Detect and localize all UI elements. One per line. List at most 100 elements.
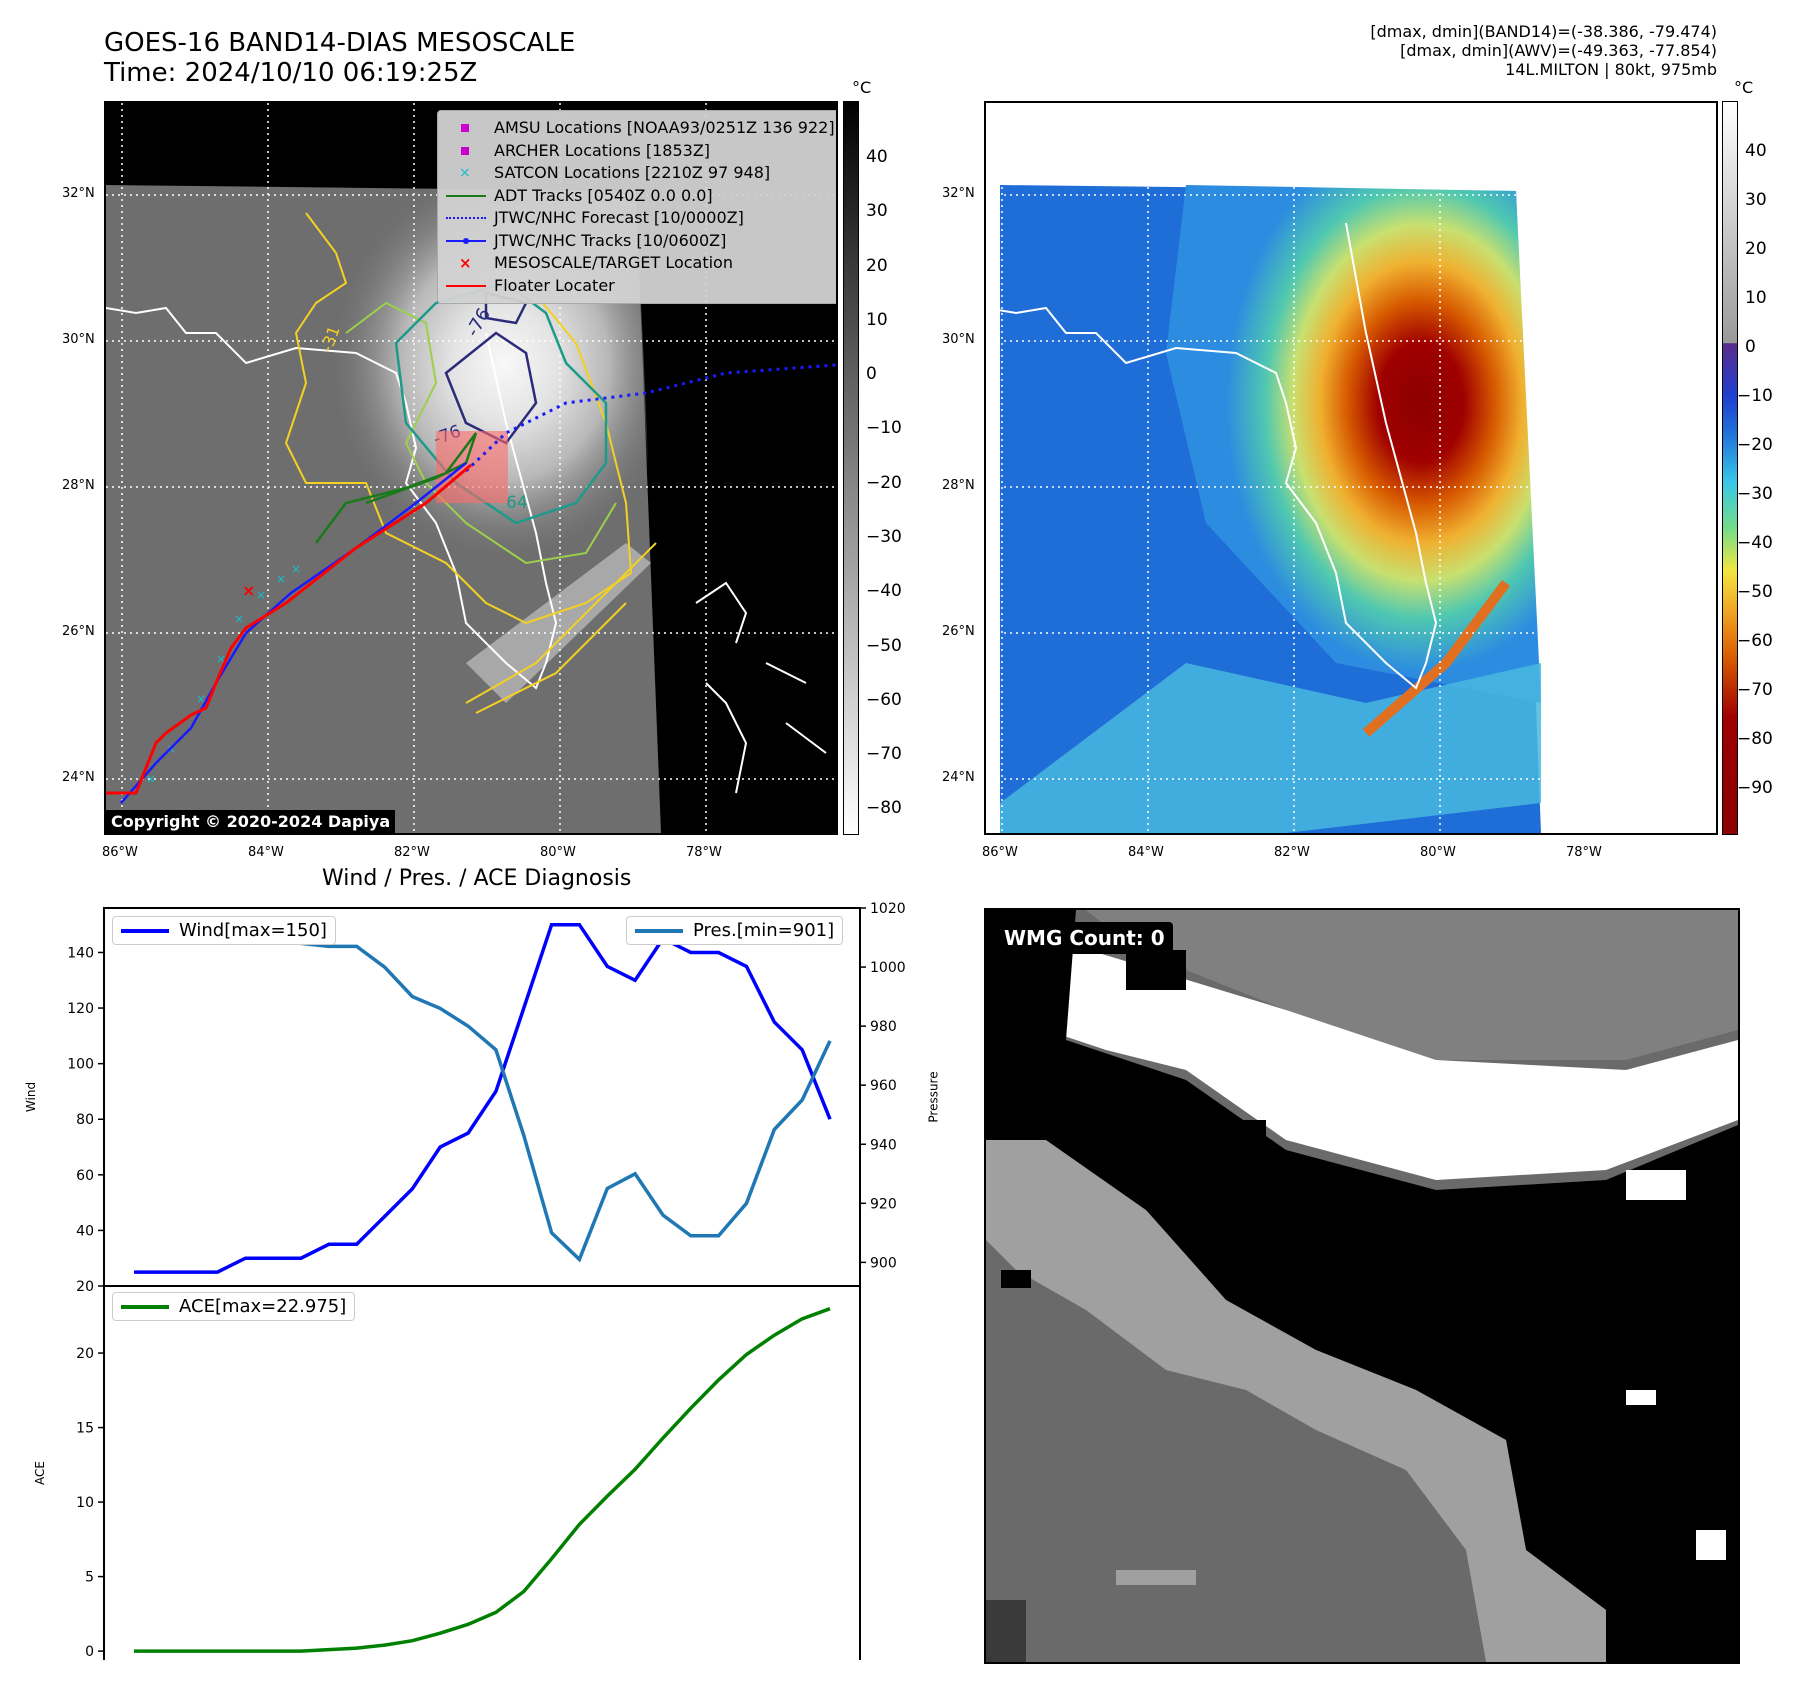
legend-item-archer: ARCHER Locations [1853Z] <box>446 140 835 163</box>
ace-legend-label: ACE[max=22.975] <box>179 1296 347 1317</box>
x-marker-icon: × <box>459 254 472 273</box>
svg-text:×: × <box>216 652 226 666</box>
info-line-3: 14L.MILTON | 80kt, 975mb <box>1505 60 1717 79</box>
ace-axis: 0 5 10 15 20 <box>76 1346 104 1660</box>
wind-axis: 20 40 60 80 100 120 140 <box>67 945 104 1295</box>
ir-rainband <box>466 543 651 703</box>
line-icon <box>446 279 486 293</box>
copyright-label: Copyright © 2020-2024 Dapiya <box>106 810 396 833</box>
legend-item-adt: ADT Tracks [0540Z 0.0 0.0] <box>446 185 835 208</box>
pressure-tick-label: 900 <box>870 1255 897 1271</box>
wind-axis-label: Wind <box>24 1081 39 1113</box>
wv-colorbar <box>1722 101 1738 835</box>
ace-tick-label: 20 <box>76 1346 94 1362</box>
svg-text:×: × <box>234 612 244 626</box>
contour-label-4: 64 <box>506 493 528 513</box>
wmg-lightgray-band <box>986 1140 1606 1662</box>
wmg-pixel-1 <box>1126 950 1186 990</box>
pressure-tick-label: 980 <box>870 1019 897 1035</box>
ir-colorbar-unit: °C <box>852 78 872 97</box>
wmg-pixel-5 <box>1116 1570 1196 1585</box>
pressure-tick-label: 920 <box>870 1196 897 1212</box>
title-line-2: Time: 2024/10/10 06:19:25Z <box>104 58 478 88</box>
ace-tick-label: 10 <box>76 1495 94 1511</box>
wind-tick-label: 120 <box>67 1001 94 1017</box>
floater-track <box>106 463 472 795</box>
info-line-1: [dmax, dmin](BAND14)=(-38.386, -79.474) <box>1370 22 1717 41</box>
wmg-count-badge: WMG Count: 0 <box>996 922 1173 954</box>
wv-colorbar-unit: °C <box>1734 78 1754 97</box>
ir-coastline <box>106 306 558 690</box>
ir-map-legend: AMSU Locations [NOAA93/0251Z 136 922] AR… <box>437 110 836 304</box>
pressure-tick-label: 940 <box>870 1137 897 1153</box>
wmg-svg <box>986 910 1738 1662</box>
pressure-tick-label: 960 <box>870 1078 897 1094</box>
dotted-line-icon <box>446 211 486 225</box>
wind-legend: Wind[max=150] <box>112 916 336 945</box>
ir-rainband-contour <box>465 542 657 714</box>
svg-text:×: × <box>276 572 286 586</box>
mesoscale-target-marker: × <box>242 581 255 600</box>
wind-tick-label: 40 <box>76 1223 94 1239</box>
wind-tick-label: 80 <box>76 1112 94 1128</box>
wind-tick-label: 100 <box>67 1057 94 1073</box>
pressure-legend-label: Pres.[min=901] <box>693 920 835 941</box>
ace-legend-line <box>121 1304 169 1309</box>
ace-plot-frame <box>103 1285 861 1660</box>
wind-tick-label: 140 <box>67 945 94 961</box>
x-marker-icon: × <box>459 165 471 182</box>
ace-tick-label: 15 <box>76 1421 94 1437</box>
pressure-axis: 900 920 940 960 980 1000 1020 <box>860 901 906 1271</box>
legend-item-floater: Floater Locater <box>446 275 835 298</box>
ace-tick-label: 0 <box>85 1644 94 1660</box>
legend-item-amsu: AMSU Locations [NOAA93/0251Z 136 922] <box>446 117 835 140</box>
pressure-axis-label: Pressure <box>926 1071 941 1123</box>
jtwc-forecast-track <box>464 363 836 473</box>
wmg-pixel-3 <box>1626 1170 1686 1200</box>
svg-text:×: × <box>146 772 156 786</box>
svg-text:×: × <box>291 562 301 576</box>
diagnosis-title: Wind / Pres. / ACE Diagnosis <box>322 866 632 891</box>
pressure-tick-label: 1020 <box>870 901 906 917</box>
ir-colorbar <box>843 101 859 835</box>
wmg-pixel-2 <box>1236 1120 1266 1150</box>
ace-series-line <box>134 1307 831 1653</box>
wv-band-south <box>1000 663 1541 833</box>
ace-legend: ACE[max=22.975] <box>112 1292 356 1321</box>
square-icon <box>446 121 486 135</box>
ace-axis-label: ACE <box>32 1461 47 1485</box>
ir-bahamas <box>695 581 827 794</box>
wmg-pixel-4 <box>1001 1270 1031 1288</box>
square-icon <box>446 144 486 158</box>
figure-title: GOES-16 BAND14-DIAS MESOSCALE Time: 2024… <box>104 28 575 88</box>
info-line-2: [dmax, dmin](AWV)=(-49.363, -77.854) <box>1400 41 1717 60</box>
wmg-black-band <box>986 910 1738 1662</box>
pressure-tick-label: 1000 <box>870 960 906 976</box>
wmg-white-band <box>1046 940 1738 1180</box>
ace-tick-label: 5 <box>85 1570 94 1586</box>
wind-tick-label: 20 <box>76 1279 94 1295</box>
wind-legend-label: Wind[max=150] <box>179 920 327 941</box>
legend-item-jtwc: JTWC/NHC Tracks [10/0600Z] <box>446 230 835 253</box>
jtwc-track <box>120 462 467 804</box>
pressure-legend-line <box>635 928 683 933</box>
wind-legend-line <box>121 928 169 933</box>
wv-map-svg <box>986 103 1716 833</box>
svg-text:×: × <box>256 588 266 602</box>
wmg-gray-north <box>1086 910 1738 1060</box>
legend-item-satcon: × SATCON Locations [2210Z 97 948] <box>446 162 835 185</box>
info-block: [dmax, dmin](BAND14)=(-38.386, -79.474) … <box>1370 22 1717 79</box>
pressure-series-line <box>134 921 832 1263</box>
wv-gridlines <box>986 103 1716 833</box>
title-line-1: GOES-16 BAND14-DIAS MESOSCALE <box>104 28 576 58</box>
wv-coastline <box>986 222 1438 690</box>
ir-contour-yellow <box>284 212 633 625</box>
wind-series-line <box>134 922 832 1274</box>
legend-item-mesoscale: × MESOSCALE/TARGET Location <box>446 252 835 275</box>
wmg-pixel-7 <box>1696 1530 1726 1560</box>
ir-map-panel: -76 -31 -76 64 ××× ××× ×× × AMSU Locatio… <box>104 101 838 835</box>
wv-map-panel <box>984 101 1718 835</box>
wind-tick-label: 60 <box>76 1168 94 1184</box>
line-icon <box>446 189 486 203</box>
